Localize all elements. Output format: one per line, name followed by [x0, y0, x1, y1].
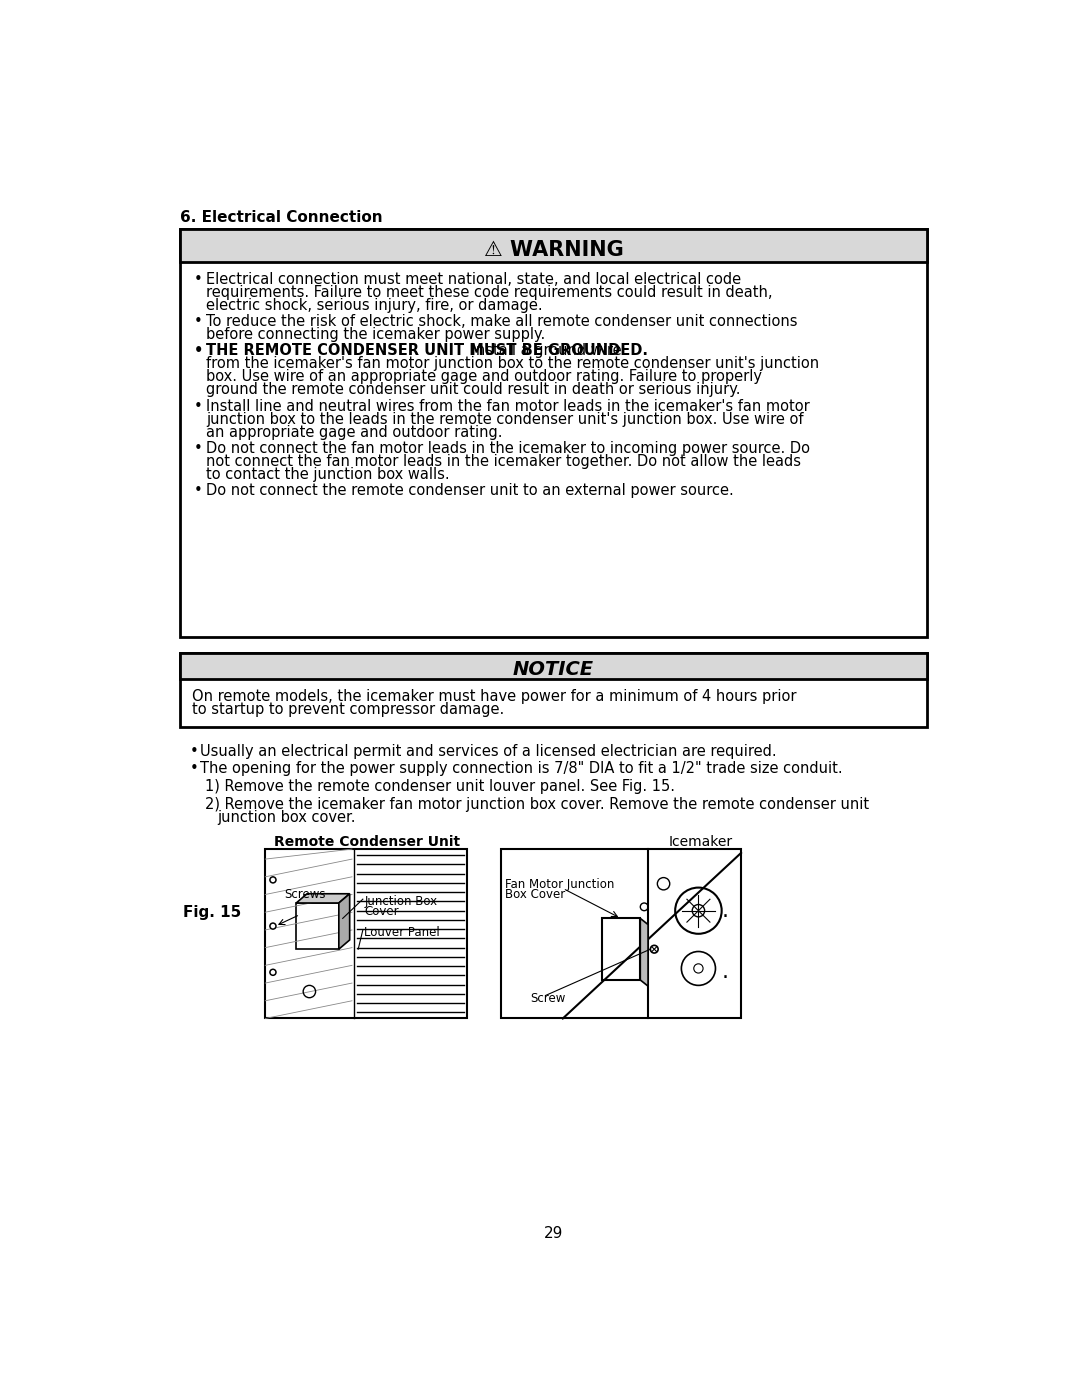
Text: not connect the fan motor leads in the icemaker together. Do not allow the leads: not connect the fan motor leads in the i… — [206, 454, 801, 469]
Text: electric shock, serious injury, fire, or damage.: electric shock, serious injury, fire, or… — [206, 298, 543, 313]
Circle shape — [270, 923, 276, 929]
Text: Junction Box: Junction Box — [364, 895, 437, 908]
Circle shape — [271, 971, 274, 974]
Polygon shape — [339, 894, 350, 949]
Text: To reduce the risk of electric shock, make all remote condenser unit connections: To reduce the risk of electric shock, ma… — [206, 314, 798, 328]
Bar — [180, 652, 927, 726]
Text: ·: · — [721, 968, 729, 989]
Text: The opening for the power supply connection is 7/8" DIA to fit a 1/2" trade size: The opening for the power supply connect… — [200, 761, 842, 777]
Text: Screw: Screw — [530, 992, 566, 1004]
Text: •: • — [194, 441, 203, 455]
Text: ·: · — [721, 907, 729, 926]
Bar — [602, 918, 640, 979]
Text: 1) Remove the remote condenser unit louver panel. See Fig. 15.: 1) Remove the remote condenser unit louv… — [205, 780, 675, 793]
Text: Electrical connection must meet national, state, and local electrical code: Electrical connection must meet national… — [206, 271, 742, 286]
Text: On remote models, the icemaker must have power for a minimum of 4 hours prior: On remote models, the icemaker must have… — [191, 689, 796, 704]
Text: to startup to prevent compressor damage.: to startup to prevent compressor damage. — [191, 703, 504, 717]
Text: junction box to the leads in the remote condenser unit's junction box. Use wire : junction box to the leads in the remote … — [206, 412, 804, 426]
Text: box. Use wire of an appropriate gage and outdoor rating. Failure to properly: box. Use wire of an appropriate gage and… — [206, 369, 762, 384]
Text: 6. Electrical Connection: 6. Electrical Connection — [180, 210, 382, 225]
Text: •: • — [194, 271, 203, 286]
Text: junction box cover.: junction box cover. — [217, 810, 355, 824]
Text: from the icemaker's fan motor junction box to the remote condenser unit's juncti: from the icemaker's fan motor junction b… — [206, 356, 820, 372]
Text: Screws: Screws — [284, 887, 326, 901]
Text: Icemaker: Icemaker — [669, 835, 733, 849]
Text: •: • — [194, 483, 203, 499]
Circle shape — [271, 879, 274, 882]
Polygon shape — [640, 918, 648, 986]
Text: ground the remote condenser unit could result in death or serious injury.: ground the remote condenser unit could r… — [206, 383, 741, 398]
Text: 29: 29 — [544, 1227, 563, 1242]
Bar — [180, 229, 927, 637]
Text: Cover: Cover — [364, 905, 399, 918]
Bar — [501, 849, 741, 1018]
Text: NOTICE: NOTICE — [513, 661, 594, 679]
Text: Install line and neutral wires from the fan motor leads in the icemaker's fan mo: Install line and neutral wires from the … — [206, 398, 810, 414]
Bar — [180, 229, 927, 261]
Text: Do not connect the remote condenser unit to an external power source.: Do not connect the remote condenser unit… — [206, 483, 734, 499]
Text: Remote Condenser Unit: Remote Condenser Unit — [274, 835, 460, 849]
Text: •: • — [190, 743, 199, 759]
Circle shape — [271, 925, 274, 928]
Text: Install a ground wire: Install a ground wire — [467, 344, 621, 358]
Text: Fan Motor Junction: Fan Motor Junction — [504, 879, 615, 891]
Circle shape — [270, 970, 276, 975]
Polygon shape — [296, 894, 350, 902]
Text: •: • — [194, 314, 203, 328]
Text: 2) Remove the icemaker fan motor junction box cover. Remove the remote condenser: 2) Remove the icemaker fan motor junctio… — [205, 796, 869, 812]
Text: before connecting the icemaker power supply.: before connecting the icemaker power sup… — [206, 327, 545, 342]
Text: requirements. Failure to meet these code requirements could result in death,: requirements. Failure to meet these code… — [206, 285, 773, 300]
Text: Do not connect the fan motor leads in the icemaker to incoming power source. Do: Do not connect the fan motor leads in th… — [206, 441, 810, 455]
Text: THE REMOTE CONDENSER UNIT MUST BE GROUNDED.: THE REMOTE CONDENSER UNIT MUST BE GROUND… — [206, 344, 648, 358]
Bar — [266, 849, 467, 1018]
Text: •: • — [194, 344, 203, 358]
Text: •: • — [190, 761, 199, 777]
Text: to contact the junction box walls.: to contact the junction box walls. — [206, 467, 450, 482]
Text: an appropriate gage and outdoor rating.: an appropriate gage and outdoor rating. — [206, 425, 503, 440]
Circle shape — [270, 877, 276, 883]
Bar — [296, 902, 339, 949]
Text: Fig. 15: Fig. 15 — [183, 904, 241, 919]
Bar — [180, 652, 927, 679]
Text: Box Cover: Box Cover — [504, 888, 565, 901]
Text: •: • — [194, 398, 203, 414]
Text: Louver Panel: Louver Panel — [364, 926, 441, 939]
Text: ⚠ WARNING: ⚠ WARNING — [484, 240, 623, 260]
Text: Usually an electrical permit and services of a licensed electrician are required: Usually an electrical permit and service… — [200, 743, 777, 759]
